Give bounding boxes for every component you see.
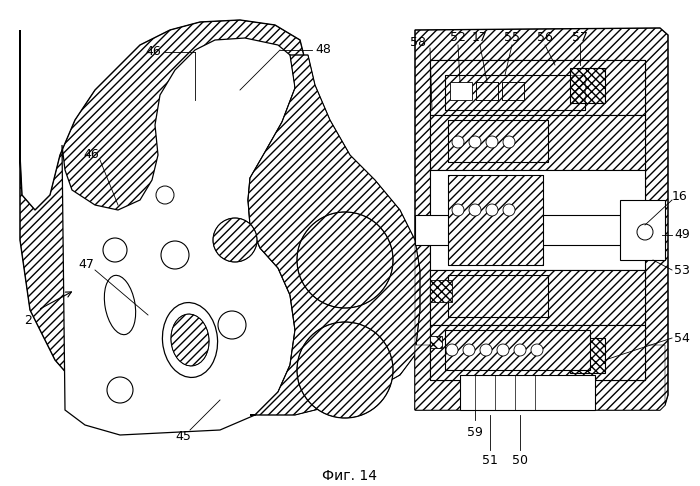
Text: 48: 48 bbox=[315, 44, 331, 56]
Bar bbox=[430, 325, 645, 380]
Circle shape bbox=[297, 212, 393, 308]
Text: 45: 45 bbox=[175, 431, 191, 444]
Circle shape bbox=[480, 344, 492, 356]
Text: 51: 51 bbox=[482, 453, 498, 467]
Text: 57: 57 bbox=[572, 32, 588, 45]
Text: 16: 16 bbox=[672, 190, 688, 203]
Circle shape bbox=[486, 204, 498, 216]
Bar bbox=[445, 75, 585, 110]
Polygon shape bbox=[248, 55, 420, 415]
Text: 50: 50 bbox=[512, 453, 528, 467]
Bar bbox=[430, 270, 645, 325]
Bar bbox=[502, 82, 524, 100]
Circle shape bbox=[213, 218, 257, 262]
Polygon shape bbox=[415, 28, 668, 410]
Circle shape bbox=[446, 344, 458, 356]
Text: 47: 47 bbox=[78, 259, 94, 272]
Bar bbox=[430, 280, 452, 302]
Circle shape bbox=[297, 322, 393, 418]
Bar bbox=[450, 82, 472, 100]
Bar bbox=[502, 82, 524, 100]
Circle shape bbox=[514, 344, 526, 356]
Circle shape bbox=[469, 136, 481, 148]
Polygon shape bbox=[20, 20, 305, 425]
Bar bbox=[415, 215, 665, 245]
Bar bbox=[430, 336, 442, 348]
Circle shape bbox=[463, 344, 475, 356]
Text: 17: 17 bbox=[472, 32, 488, 45]
Circle shape bbox=[156, 186, 174, 204]
Circle shape bbox=[531, 344, 543, 356]
Bar bbox=[620, 200, 665, 260]
Bar bbox=[430, 325, 645, 380]
Bar bbox=[476, 82, 498, 100]
Ellipse shape bbox=[171, 314, 209, 366]
Text: 46: 46 bbox=[83, 149, 99, 161]
Bar bbox=[430, 60, 645, 380]
Bar bbox=[448, 120, 548, 162]
Text: 2: 2 bbox=[24, 313, 32, 327]
Bar bbox=[445, 330, 590, 370]
Circle shape bbox=[218, 311, 246, 339]
Text: 56: 56 bbox=[537, 32, 553, 45]
Text: 59: 59 bbox=[467, 426, 483, 438]
Bar bbox=[448, 175, 543, 265]
Bar bbox=[570, 68, 605, 103]
Bar bbox=[430, 115, 645, 170]
Circle shape bbox=[107, 377, 133, 403]
Bar bbox=[445, 330, 590, 370]
Text: 54: 54 bbox=[674, 331, 690, 345]
Text: Фиг. 14: Фиг. 14 bbox=[323, 469, 377, 483]
Bar bbox=[445, 75, 585, 110]
Bar bbox=[448, 175, 543, 265]
Text: 58: 58 bbox=[410, 36, 426, 50]
Polygon shape bbox=[415, 345, 665, 410]
Text: 46: 46 bbox=[145, 46, 161, 58]
Bar bbox=[430, 60, 645, 115]
Text: 49: 49 bbox=[674, 228, 690, 242]
Bar bbox=[460, 375, 595, 410]
Bar bbox=[430, 170, 645, 270]
Bar bbox=[448, 275, 548, 317]
Circle shape bbox=[637, 224, 653, 240]
Circle shape bbox=[452, 204, 464, 216]
Text: 52: 52 bbox=[450, 32, 466, 45]
Bar bbox=[448, 120, 548, 162]
Bar bbox=[430, 115, 645, 170]
Bar bbox=[476, 82, 498, 100]
Circle shape bbox=[452, 136, 464, 148]
Circle shape bbox=[103, 238, 127, 262]
Circle shape bbox=[503, 204, 515, 216]
Circle shape bbox=[486, 136, 498, 148]
Polygon shape bbox=[62, 38, 296, 435]
Bar bbox=[430, 270, 645, 325]
Ellipse shape bbox=[104, 276, 136, 335]
Ellipse shape bbox=[162, 303, 218, 378]
Text: 53: 53 bbox=[674, 263, 690, 277]
Circle shape bbox=[497, 344, 509, 356]
Bar bbox=[448, 275, 548, 317]
Circle shape bbox=[161, 241, 189, 269]
Circle shape bbox=[503, 136, 515, 148]
Bar bbox=[570, 338, 605, 373]
Circle shape bbox=[469, 204, 481, 216]
Text: 55: 55 bbox=[504, 32, 520, 45]
